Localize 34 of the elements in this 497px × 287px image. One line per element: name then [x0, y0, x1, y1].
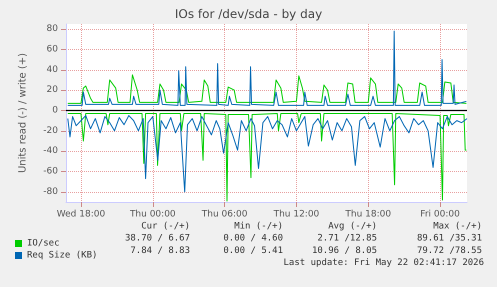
text: 0.00 / 4.60	[223, 234, 283, 244]
x-tick-label: Thu 18:00	[344, 210, 392, 220]
y-tick-label: 0	[52, 105, 58, 116]
text: 38.70 / 6.67	[124, 234, 190, 244]
x-tick-label: Thu 00:00	[128, 210, 176, 220]
text: Last update: Fri May 22 02:41:17 2026	[284, 258, 484, 268]
y-tick-label: 20	[46, 85, 58, 96]
x-tick-label: Wed 18:00	[56, 210, 106, 220]
text: 0.00 / 5.41	[223, 246, 283, 256]
x-tick-label: Thu 06:00	[200, 210, 248, 220]
x-tick-label: Fri 00:00	[420, 210, 460, 220]
text: 89.61 /35.31	[416, 234, 482, 244]
text: Min (-/+)	[234, 222, 283, 232]
legend-label: IO/sec	[27, 238, 60, 248]
text: Max (-/+)	[433, 222, 482, 232]
y-tick-label: -20	[43, 126, 58, 136]
line-series	[67, 74, 467, 104]
text: 2.71 /12.85	[317, 234, 377, 244]
y-tick-label: 40	[46, 64, 58, 75]
line-series	[67, 30, 467, 106]
y-axis-title: Units read (-) / write (+)	[18, 52, 28, 174]
y-tick-label: -60	[43, 166, 58, 176]
text: 10.96 / 8.05	[312, 246, 377, 256]
text: 7.84 / 8.83	[130, 246, 190, 256]
y-tick-label: 60	[46, 44, 58, 54]
text: Cur (-/+)	[141, 222, 190, 232]
text: 79.72 /78.55	[416, 246, 482, 256]
x-tick-label: Thu 12:00	[272, 210, 320, 220]
y-tick-label: -80	[43, 186, 58, 197]
legend-label: Req Size (KB)	[27, 250, 98, 260]
chart-title: IOs for /dev/sda - by day	[174, 7, 322, 21]
text: Avg (-/+)	[328, 222, 377, 232]
y-tick-label: 80	[46, 24, 58, 34]
y-tick-label: -40	[43, 146, 58, 156]
